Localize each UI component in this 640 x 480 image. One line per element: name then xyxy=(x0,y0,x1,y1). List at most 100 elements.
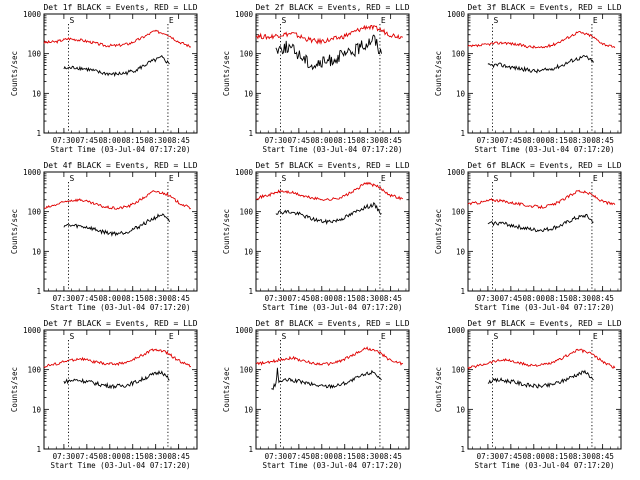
panel-title: Det 6f BLACK = Events, RED = LLD xyxy=(467,161,621,170)
y-tick-label: 100 xyxy=(451,208,465,217)
x-tick-label: 08:00 xyxy=(99,294,122,303)
y-tick-label: 10 xyxy=(456,89,466,98)
end-marker-label: E xyxy=(593,174,598,183)
panel-det-6: Det 6f BLACK = Events, RED = LLD 1 10 100 10… xyxy=(434,161,622,312)
y-tick-label: 100 xyxy=(451,366,465,375)
series-lld-line xyxy=(467,189,616,210)
end-marker-label: E xyxy=(381,16,386,25)
y-tick-label: 10 xyxy=(456,247,466,256)
plot-frame xyxy=(255,329,410,450)
x-tick-label: 07:45 xyxy=(500,452,523,461)
x-tick-label: 08:15 xyxy=(545,452,568,461)
x-tick-label: 08:15 xyxy=(333,294,356,303)
panel-title: Det 4f BLACK = Events, RED = LLD xyxy=(43,161,197,170)
x-tick-label: 08:30 xyxy=(568,452,591,461)
end-marker-label: E xyxy=(169,16,174,25)
start-marker-label: S xyxy=(493,332,498,341)
y-axis-label: Counts/sec xyxy=(434,367,443,412)
x-axis-label: Start Time (03-Jul-04 07:17:20) xyxy=(263,145,403,154)
x-tick-label: 08:30 xyxy=(568,136,591,145)
y-tick-label: 100 xyxy=(27,50,41,59)
series-lld-line xyxy=(255,24,404,45)
start-marker-label: S xyxy=(493,16,498,25)
panel-title: Det 9f BLACK = Events, RED = LLD xyxy=(467,319,621,328)
panel-title: Det 7f BLACK = Events, RED = LLD xyxy=(43,319,197,328)
x-tick-label: 07:30 xyxy=(265,136,288,145)
y-tick-label: 1 xyxy=(248,445,253,454)
x-tick-label: 07:30 xyxy=(265,294,288,303)
y-axis-label: Counts/sec xyxy=(434,51,443,96)
x-tick-label: 08:30 xyxy=(356,452,379,461)
series-events-line xyxy=(63,213,170,237)
x-tick-label: 08:15 xyxy=(545,294,568,303)
x-tick-label: 07:45 xyxy=(76,452,99,461)
y-axis-label: Counts/sec xyxy=(10,209,19,254)
x-tick-label: 07:30 xyxy=(53,294,76,303)
y-tick-label: 10 xyxy=(244,247,254,256)
x-axis-label: Start Time (03-Jul-04 07:17:20) xyxy=(263,461,403,470)
x-tick-label: 08:15 xyxy=(121,294,144,303)
start-marker-label: S xyxy=(69,174,74,183)
series-events-line xyxy=(63,370,170,390)
panel-title: Det 8f BLACK = Events, RED = LLD xyxy=(255,319,409,328)
x-tick-label: 08:45 xyxy=(591,452,614,461)
x-tick-label: 07:30 xyxy=(265,452,288,461)
start-marker-label: S xyxy=(281,332,286,341)
x-tick-label: 07:45 xyxy=(76,136,99,145)
y-tick-label: 1000 xyxy=(447,10,466,19)
panel-det-1: Det 1f BLACK = Events, RED = LLD 1 10 100 10… xyxy=(10,3,198,154)
panel-det-2: Det 2f BLACK = Events, RED = LLD 1 10 100 10… xyxy=(222,3,410,154)
panel-det-5: Det 5f BLACK = Events, RED = LLD 1 10 100 10… xyxy=(222,161,410,312)
x-tick-label: 08:45 xyxy=(591,294,614,303)
x-axis-label: Start Time (03-Jul-04 07:17:20) xyxy=(475,145,615,154)
x-tick-label: 08:15 xyxy=(545,136,568,145)
series-events-line xyxy=(275,34,382,71)
x-tick-label: 08:00 xyxy=(311,452,334,461)
y-tick-label: 1 xyxy=(460,445,465,454)
y-tick-label: 1000 xyxy=(235,168,254,177)
y-tick-label: 1000 xyxy=(447,326,466,335)
x-tick-label: 08:00 xyxy=(311,294,334,303)
y-tick-label: 1000 xyxy=(447,168,466,177)
panel-title: Det 1f BLACK = Events, RED = LLD xyxy=(43,3,197,12)
x-tick-label: 08:00 xyxy=(99,136,122,145)
x-tick-label: 07:30 xyxy=(53,136,76,145)
x-tick-label: 07:45 xyxy=(500,136,523,145)
series-events-line xyxy=(271,367,382,391)
x-tick-label: 07:45 xyxy=(288,136,311,145)
series-lld-line xyxy=(255,181,404,202)
y-tick-label: 1 xyxy=(36,445,41,454)
x-tick-label: 07:30 xyxy=(477,136,500,145)
y-tick-label: 100 xyxy=(27,208,41,217)
series-lld-line xyxy=(43,348,191,369)
x-axis-label: Start Time (03-Jul-04 07:17:20) xyxy=(51,461,191,470)
x-tick-label: 08:00 xyxy=(523,294,546,303)
y-axis-label: Counts/sec xyxy=(10,367,19,412)
plot-frame xyxy=(43,13,198,134)
y-tick-label: 10 xyxy=(32,247,42,256)
x-tick-label: 07:30 xyxy=(477,452,500,461)
panel-title: Det 2f BLACK = Events, RED = LLD xyxy=(255,3,409,12)
y-tick-label: 1000 xyxy=(23,168,42,177)
y-tick-label: 1 xyxy=(36,287,41,296)
end-marker-label: E xyxy=(593,16,598,25)
x-tick-label: 07:45 xyxy=(288,452,311,461)
y-tick-label: 1 xyxy=(36,129,41,138)
series-events-line xyxy=(487,213,594,233)
x-tick-label: 08:30 xyxy=(144,294,167,303)
x-tick-label: 08:45 xyxy=(167,294,190,303)
series-lld-line xyxy=(467,31,616,49)
plot-frame xyxy=(467,171,622,292)
y-tick-label: 1 xyxy=(248,287,253,296)
y-tick-label: 10 xyxy=(244,405,254,414)
y-axis-label: Counts/sec xyxy=(222,51,231,96)
panel-title: Det 5f BLACK = Events, RED = LLD xyxy=(255,161,409,170)
y-axis-label: Counts/sec xyxy=(10,51,19,96)
series-lld-line xyxy=(467,348,616,370)
start-marker-label: S xyxy=(493,174,498,183)
series-events-line xyxy=(487,369,594,389)
y-tick-label: 100 xyxy=(239,50,253,59)
x-tick-label: 08:15 xyxy=(121,452,144,461)
x-tick-label: 08:45 xyxy=(167,452,190,461)
y-axis-label: Counts/sec xyxy=(222,209,231,254)
